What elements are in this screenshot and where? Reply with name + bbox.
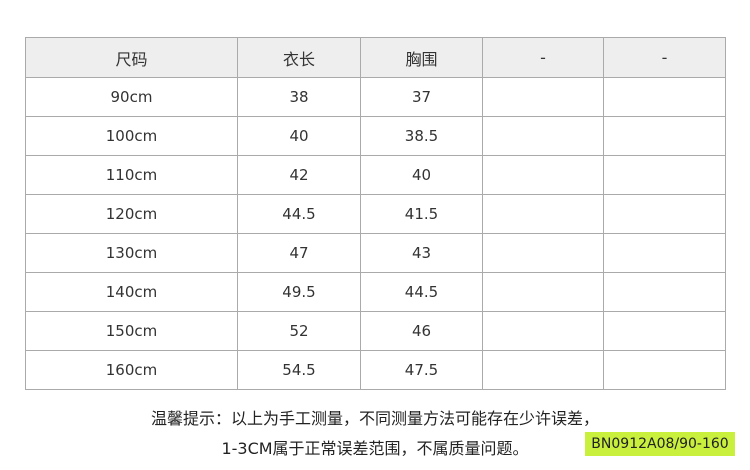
table-cell: 40 <box>360 155 483 195</box>
table-cell: 47 <box>237 233 361 273</box>
empty-cell <box>603 116 726 156</box>
note-line: 1-3CM属于正常误差范围，不属质量问题。 <box>221 439 529 458</box>
empty-cell <box>482 272 604 312</box>
header-row: 尺码 衣长 胸围 - - <box>25 37 726 78</box>
table-row: 130cm 47 43 <box>25 233 726 273</box>
size-table: 尺码 衣长 胸围 - - 90cm 38 37 100cm 40 38.5 110cm 42 40 120… <box>25 37 726 390</box>
table-row: 160cm 54.5 47.5 <box>25 350 726 390</box>
table-cell: 100cm <box>25 116 238 156</box>
empty-cell <box>603 311 726 351</box>
header-cell: - <box>603 37 726 78</box>
table-cell: 130cm <box>25 233 238 273</box>
empty-cell <box>603 77 726 117</box>
product-code: BN0912A08/90-160 <box>585 432 735 456</box>
empty-cell <box>603 233 726 273</box>
table-cell: 42 <box>237 155 361 195</box>
table-row: 140cm 49.5 44.5 <box>25 272 726 312</box>
table-cell: 41.5 <box>360 194 483 234</box>
table-cell: 37 <box>360 77 483 117</box>
table-cell: 120cm <box>25 194 238 234</box>
table-cell: 54.5 <box>237 350 361 390</box>
table-cell: 40 <box>237 116 361 156</box>
table-cell: 150cm <box>25 311 238 351</box>
table-row: 150cm 52 46 <box>25 311 726 351</box>
empty-cell <box>482 194 604 234</box>
empty-cell <box>603 194 726 234</box>
empty-cell <box>482 233 604 273</box>
header-cell: - <box>482 37 604 78</box>
empty-cell <box>482 155 604 195</box>
empty-cell <box>603 155 726 195</box>
table-cell: 43 <box>360 233 483 273</box>
table-row: 110cm 42 40 <box>25 155 726 195</box>
empty-cell <box>603 272 726 312</box>
table-cell: 49.5 <box>237 272 361 312</box>
empty-cell <box>482 77 604 117</box>
table-cell: 38 <box>237 77 361 117</box>
header-cell: 胸围 <box>360 37 483 78</box>
table-cell: 38.5 <box>360 116 483 156</box>
table-cell: 140cm <box>25 272 238 312</box>
table-cell: 52 <box>237 311 361 351</box>
note-line: 温馨提示：以上为手工测量，不同测量方法可能存在少许误差， <box>150 409 599 428</box>
table-body: 90cm 38 37 100cm 40 38.5 110cm 42 40 120cm 44.5 41.… <box>25 77 726 390</box>
table-cell: 44.5 <box>237 194 361 234</box>
header-cell: 尺码 <box>25 37 238 78</box>
table-cell: 160cm <box>25 350 238 390</box>
table-cell: 47.5 <box>360 350 483 390</box>
header-cell: 衣长 <box>237 37 361 78</box>
empty-cell <box>482 350 604 390</box>
table-row: 120cm 44.5 41.5 <box>25 194 726 234</box>
table-cell: 110cm <box>25 155 238 195</box>
table-row: 100cm 40 38.5 <box>25 116 726 156</box>
empty-cell <box>603 350 726 390</box>
empty-cell <box>482 116 604 156</box>
empty-cell <box>482 311 604 351</box>
table-cell: 46 <box>360 311 483 351</box>
table-cell: 90cm <box>25 77 238 117</box>
table-row: 90cm 38 37 <box>25 77 726 117</box>
table-cell: 44.5 <box>360 272 483 312</box>
